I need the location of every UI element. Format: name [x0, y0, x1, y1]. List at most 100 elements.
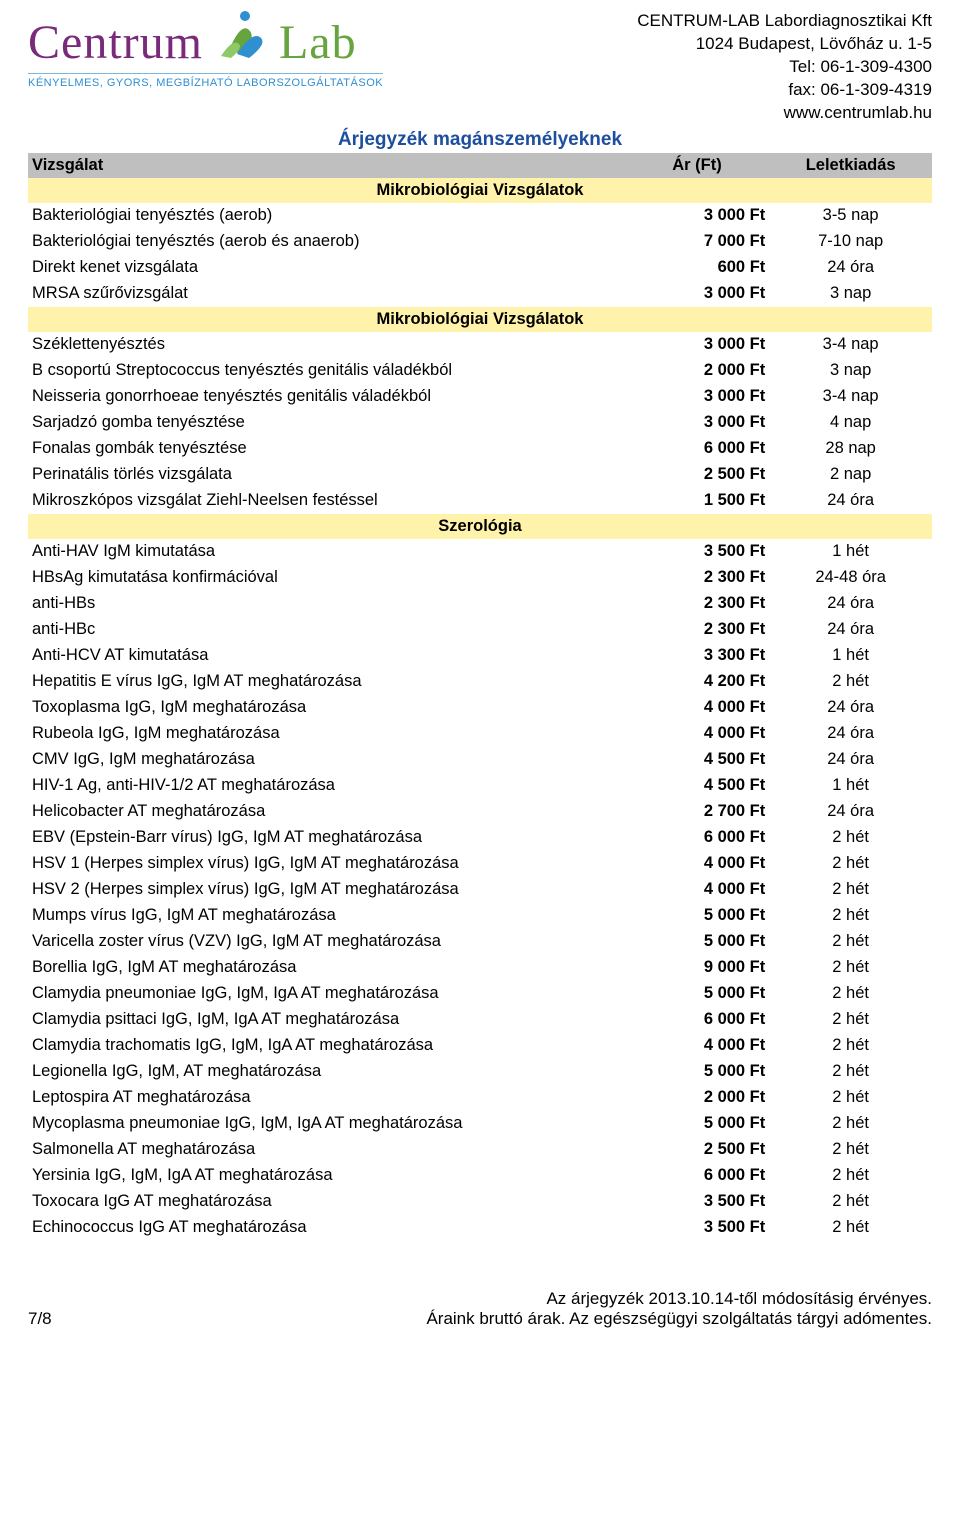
cell-name: Clamydia pneumoniae IgG, IgM, IgA AT meg… — [28, 981, 625, 1007]
table-row: Helicobacter AT meghatározása2 700 Ft24 … — [28, 799, 932, 825]
table-row: Toxoplasma IgG, IgM meghatározása4 000 F… — [28, 695, 932, 721]
cell-name: Mikroszkópos vizsgálat Ziehl-Neelsen fes… — [28, 488, 625, 514]
cell-name: Legionella IgG, IgM, AT meghatározása — [28, 1059, 625, 1085]
cell-name: Leptospira AT meghatározása — [28, 1085, 625, 1111]
cell-price: 4 000 Ft — [625, 695, 770, 721]
cell-name: Mumps vírus IgG, IgM AT meghatározása — [28, 903, 625, 929]
col-header-price: Ár (Ft) — [625, 153, 770, 178]
company-fax: fax: 06-1-309-4319 — [637, 79, 932, 102]
cell-turnaround: 3 nap — [769, 281, 932, 307]
table-row: Anti-HCV AT kimutatása3 300 Ft1 hét — [28, 643, 932, 669]
cell-name: Rubeola IgG, IgM meghatározása — [28, 721, 625, 747]
cell-price: 4 500 Ft — [625, 747, 770, 773]
cell-turnaround: 4 nap — [769, 410, 932, 436]
cell-price: 3 500 Ft — [625, 539, 770, 565]
table-row: Leptospira AT meghatározása2 000 Ft2 hét — [28, 1085, 932, 1111]
cell-name: HBsAg kimutatása konfirmációval — [28, 565, 625, 591]
cell-price: 4 000 Ft — [625, 877, 770, 903]
table-row: Echinococcus IgG AT meghatározása3 500 F… — [28, 1215, 932, 1241]
table-row: Direkt kenet vizsgálata600 Ft24 óra — [28, 255, 932, 281]
logo-block: Centrum Lab KÉNYELMES, GYORS, MEGBÍZHATÓ… — [28, 10, 383, 89]
section-header: Mikrobiológiai Vizsgálatok — [28, 178, 932, 203]
company-address: 1024 Budapest, Lövőház u. 1-5 — [637, 33, 932, 56]
footer-note: Áraink bruttó árak. Az egészségügyi szol… — [426, 1309, 932, 1329]
col-header-turnaround: Leletkiadás — [769, 153, 932, 178]
cell-turnaround: 1 hét — [769, 773, 932, 799]
tagline-rule — [28, 73, 383, 74]
table-row: HIV-1 Ag, anti-HIV-1/2 AT meghatározása4… — [28, 773, 932, 799]
cell-price: 4 000 Ft — [625, 721, 770, 747]
cell-name: Varicella zoster vírus (VZV) IgG, IgM AT… — [28, 929, 625, 955]
table-row: Neisseria gonorrhoeae tenyésztés genitál… — [28, 384, 932, 410]
table-row: Anti-HAV IgM kimutatása3 500 Ft1 hét — [28, 539, 932, 565]
cell-price: 2 500 Ft — [625, 1137, 770, 1163]
cell-name: Perinatális törlés vizsgálata — [28, 462, 625, 488]
doc-title: Árjegyzék magánszemélyeknek — [28, 129, 932, 151]
cell-turnaround: 24 óra — [769, 799, 932, 825]
cell-price: 2 300 Ft — [625, 617, 770, 643]
cell-turnaround: 2 hét — [769, 1111, 932, 1137]
cell-turnaround: 28 nap — [769, 436, 932, 462]
cell-turnaround: 24 óra — [769, 255, 932, 281]
company-web: www.centrumlab.hu — [637, 102, 932, 125]
cell-turnaround: 2 hét — [769, 1189, 932, 1215]
cell-price: 2 700 Ft — [625, 799, 770, 825]
cell-name: Toxocara IgG AT meghatározása — [28, 1189, 625, 1215]
table-row: CMV IgG, IgM meghatározása4 500 Ft24 óra — [28, 747, 932, 773]
footer-validity: Az árjegyzék 2013.10.14-től módosításig … — [426, 1289, 932, 1309]
section-title: Mikrobiológiai Vizsgálatok — [28, 178, 932, 203]
table-row: Clamydia trachomatis IgG, IgM, IgA AT me… — [28, 1033, 932, 1059]
cell-name: Borellia IgG, IgM AT meghatározása — [28, 955, 625, 981]
company-tel: Tel: 06-1-309-4300 — [637, 56, 932, 79]
table-row: HBsAg kimutatása konfirmációval2 300 Ft2… — [28, 565, 932, 591]
cell-price: 6 000 Ft — [625, 825, 770, 851]
cell-price: 4 500 Ft — [625, 773, 770, 799]
table-row: HSV 1 (Herpes simplex vírus) IgG, IgM AT… — [28, 851, 932, 877]
cell-turnaround: 2 hét — [769, 1059, 932, 1085]
cell-price: 1 500 Ft — [625, 488, 770, 514]
cell-price: 5 000 Ft — [625, 981, 770, 1007]
table-row: Sarjadzó gomba tenyésztése3 000 Ft4 nap — [28, 410, 932, 436]
footer: 7/8 Az árjegyzék 2013.10.14-től módosítá… — [28, 1289, 932, 1329]
cell-price: 2 500 Ft — [625, 462, 770, 488]
cell-turnaround: 24 óra — [769, 488, 932, 514]
tagline: KÉNYELMES, GYORS, MEGBÍZHATÓ LABORSZOLGÁ… — [28, 77, 383, 89]
cell-name: Clamydia trachomatis IgG, IgM, IgA AT me… — [28, 1033, 625, 1059]
table-row: Legionella IgG, IgM, AT meghatározása5 0… — [28, 1059, 932, 1085]
cell-turnaround: 2 hét — [769, 1215, 932, 1241]
cell-turnaround: 3-5 nap — [769, 203, 932, 229]
table-row: Perinatális törlés vizsgálata2 500 Ft2 n… — [28, 462, 932, 488]
table-header-row: VizsgálatÁr (Ft)Leletkiadás — [28, 153, 932, 178]
cell-turnaround: 3 nap — [769, 358, 932, 384]
logo-icon — [209, 10, 273, 67]
table-row: Hepatitis E vírus IgG, IgM AT meghatároz… — [28, 669, 932, 695]
section-title: Mikrobiológiai Vizsgálatok — [28, 307, 932, 332]
cell-price: 7 000 Ft — [625, 229, 770, 255]
cell-turnaround: 24 óra — [769, 695, 932, 721]
cell-turnaround: 2 hét — [769, 877, 932, 903]
price-table: VizsgálatÁr (Ft)LeletkiadásMikrobiológia… — [28, 153, 932, 1241]
table-row: anti-HBc2 300 Ft24 óra — [28, 617, 932, 643]
cell-turnaround: 2 hét — [769, 903, 932, 929]
cell-price: 9 000 Ft — [625, 955, 770, 981]
section-title: Szerológia — [28, 514, 932, 539]
company-info: CENTRUM-LAB Labordiagnosztikai Kft 1024 … — [637, 10, 932, 125]
table-row: Bakteriológiai tenyésztés (aerob)3 000 F… — [28, 203, 932, 229]
table-row: B csoportú Streptococcus tenyésztés geni… — [28, 358, 932, 384]
cell-name: Széklettenyésztés — [28, 332, 625, 358]
cell-name: Direkt kenet vizsgálata — [28, 255, 625, 281]
table-row: MRSA szűrővizsgálat3 000 Ft3 nap — [28, 281, 932, 307]
cell-price: 5 000 Ft — [625, 1059, 770, 1085]
logo-lab: Lab — [279, 19, 357, 67]
table-row: Mycoplasma pneumoniae IgG, IgM, IgA AT m… — [28, 1111, 932, 1137]
table-row: HSV 2 (Herpes simplex vírus) IgG, IgM AT… — [28, 877, 932, 903]
cell-name: HSV 2 (Herpes simplex vírus) IgG, IgM AT… — [28, 877, 625, 903]
cell-turnaround: 2 hét — [769, 1033, 932, 1059]
cell-turnaround: 2 hét — [769, 851, 932, 877]
cell-price: 3 000 Ft — [625, 410, 770, 436]
cell-turnaround: 2 hét — [769, 825, 932, 851]
cell-price: 3 300 Ft — [625, 643, 770, 669]
cell-turnaround: 24-48 óra — [769, 565, 932, 591]
cell-price: 2 000 Ft — [625, 1085, 770, 1111]
cell-turnaround: 2 hét — [769, 1163, 932, 1189]
